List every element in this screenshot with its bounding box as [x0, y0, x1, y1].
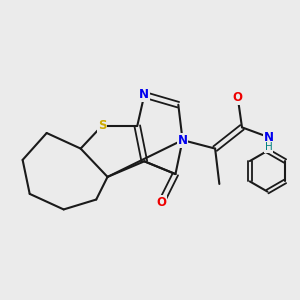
- Text: O: O: [233, 91, 243, 104]
- Text: O: O: [156, 196, 166, 209]
- Text: N: N: [139, 88, 149, 101]
- Text: S: S: [98, 119, 106, 132]
- Text: N: N: [264, 131, 274, 144]
- Text: H: H: [265, 142, 273, 152]
- Text: N: N: [178, 134, 188, 147]
